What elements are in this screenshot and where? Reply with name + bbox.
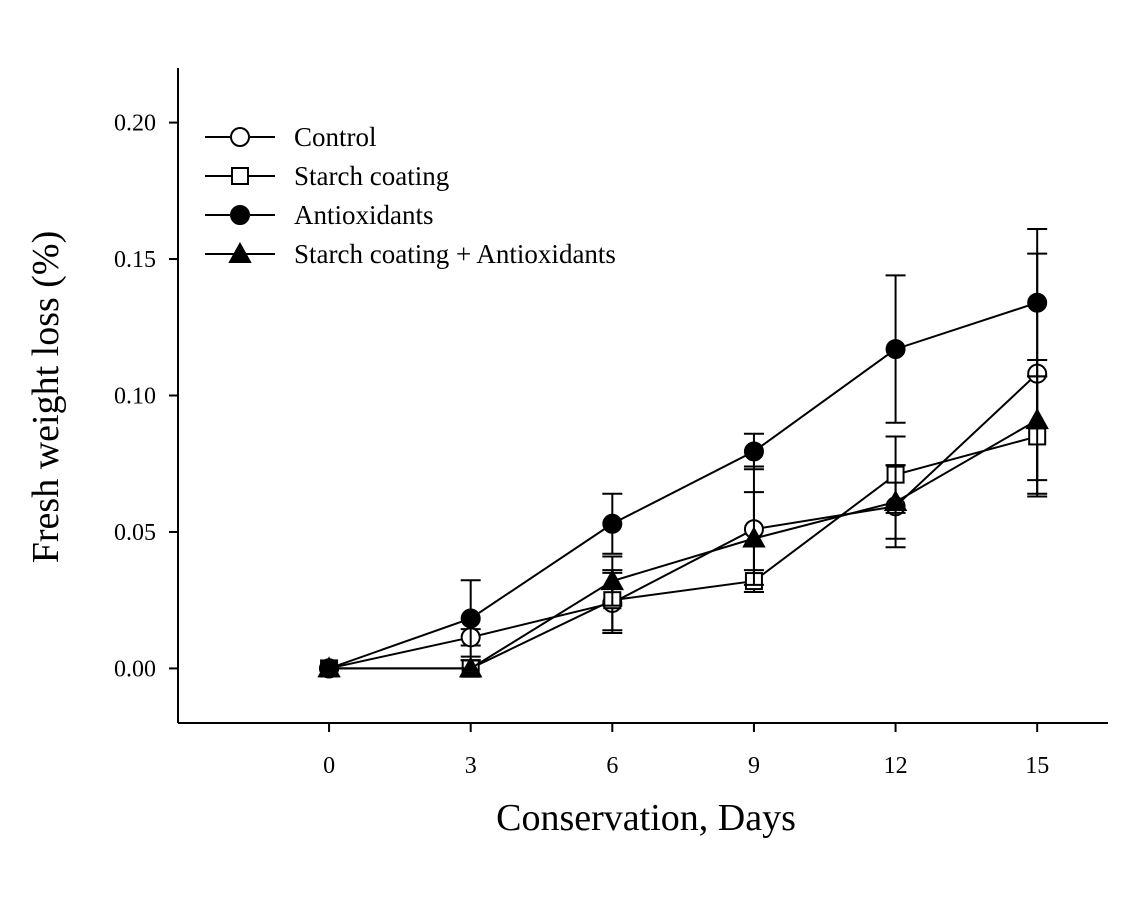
data-point [460, 608, 481, 629]
data-point [1025, 408, 1049, 430]
y-tick-label: 0.05 [114, 520, 156, 546]
legend-label: Starch coating [294, 161, 449, 191]
series-line [328, 372, 1038, 670]
y-tick-label: 0.00 [114, 656, 156, 682]
legend-label: Starch coating + Antioxidants [294, 239, 616, 269]
series-line [328, 301, 1038, 670]
data-point [458, 656, 483, 678]
series-2 [319, 228, 1048, 679]
x-axis-label: Conservation, Days [496, 797, 796, 839]
series-line [329, 419, 1038, 670]
data-point [885, 339, 906, 360]
data-point [602, 513, 623, 534]
y-tick-label: 0.15 [114, 247, 156, 273]
series-line [329, 435, 1038, 670]
data-point [600, 569, 625, 591]
x-tick-label: 15 [1025, 753, 1049, 779]
legend-marker [230, 205, 250, 225]
legend-marker [231, 167, 249, 185]
series-1 [320, 375, 1048, 678]
legend-label: Antioxidants [294, 200, 434, 230]
y-tick-label: 0.20 [114, 111, 156, 137]
x-tick-label: 9 [748, 753, 760, 779]
legend-label: Control [294, 122, 377, 152]
y-axis-label: Fresh weight loss (%) [25, 231, 67, 563]
legend: Control Starch coating Antioxidants Starch … [205, 122, 616, 269]
data-point [742, 526, 766, 548]
series-0 [319, 252, 1048, 679]
x-tick-label: 0 [323, 753, 335, 779]
x-tick-label: 6 [606, 753, 618, 779]
data-point [883, 489, 908, 511]
x-tick-label: 3 [465, 753, 477, 779]
series-3 [317, 359, 1049, 678]
legend-marker [228, 241, 252, 263]
x-tick-label: 12 [884, 753, 908, 779]
data-point [317, 656, 341, 678]
y-tick-label: 0.10 [114, 384, 156, 410]
data-point [743, 441, 764, 462]
legend-marker [230, 127, 250, 147]
data-point [1027, 292, 1048, 313]
